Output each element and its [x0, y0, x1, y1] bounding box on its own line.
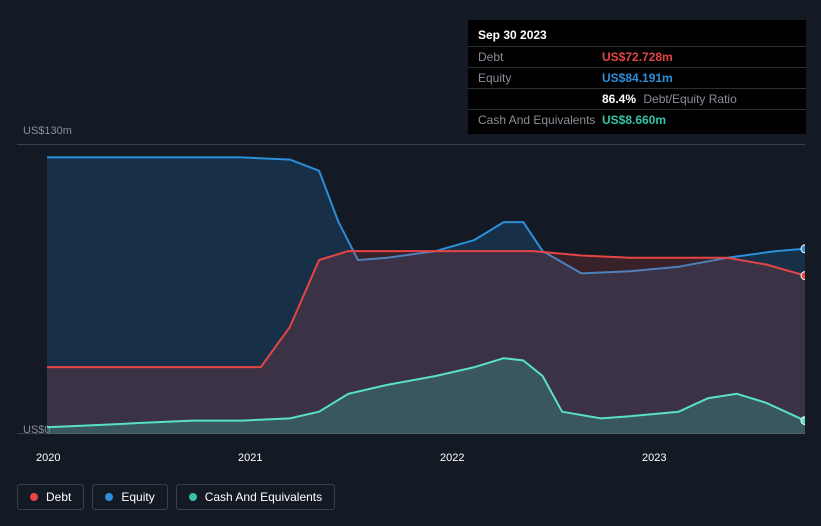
x-tick-2022: 2022: [440, 452, 464, 464]
legend-dot-icon: [105, 493, 113, 501]
legend-dot-icon: [30, 493, 38, 501]
tooltip-row-ratio: 86.4% Debt/Equity Ratio: [468, 88, 806, 109]
chart-container: Sep 30 2023 Debt US$72.728m Equity US$84…: [0, 0, 821, 526]
legend-item-cash[interactable]: Cash And Equivalents: [176, 484, 335, 510]
tooltip-ratio-percent: 86.4%: [602, 92, 636, 106]
tooltip-label: Equity: [478, 71, 602, 85]
y-axis-max-label: US$130m: [23, 125, 72, 137]
tooltip-value-debt: US$72.728m: [602, 50, 673, 64]
tooltip-label: Debt: [478, 50, 602, 64]
series-end-dot-equity: [801, 245, 805, 253]
x-tick-2020: 2020: [36, 452, 60, 464]
series-end-dot-cash: [801, 417, 805, 425]
tooltip-row-equity: Equity US$84.191m: [468, 67, 806, 88]
legend-dot-icon: [189, 493, 197, 501]
legend-label: Equity: [121, 490, 154, 504]
tooltip-date: Sep 30 2023: [468, 24, 806, 46]
tooltip-ratio-label: Debt/Equity Ratio: [643, 92, 736, 106]
tooltip-row-cash: Cash And Equivalents US$8.660m: [468, 109, 806, 130]
legend-item-equity[interactable]: Equity: [92, 484, 167, 510]
tooltip-ratio: 86.4% Debt/Equity Ratio: [602, 92, 737, 106]
legend-label: Debt: [46, 490, 71, 504]
tooltip-value-equity: US$84.191m: [602, 71, 673, 85]
tooltip-label-empty: [478, 92, 602, 106]
x-tick-2021: 2021: [238, 452, 262, 464]
chart-tooltip: Sep 30 2023 Debt US$72.728m Equity US$84…: [468, 20, 806, 134]
series-end-dot-debt: [801, 272, 805, 280]
tooltip-row-debt: Debt US$72.728m: [468, 46, 806, 67]
tooltip-value-cash: US$8.660m: [602, 113, 666, 127]
chart-svg: [17, 144, 805, 434]
legend-label: Cash And Equivalents: [205, 490, 322, 504]
legend-item-debt[interactable]: Debt: [17, 484, 84, 510]
tooltip-label: Cash And Equivalents: [478, 113, 602, 127]
x-tick-2023: 2023: [642, 452, 666, 464]
chart-legend: Debt Equity Cash And Equivalents: [17, 484, 335, 510]
